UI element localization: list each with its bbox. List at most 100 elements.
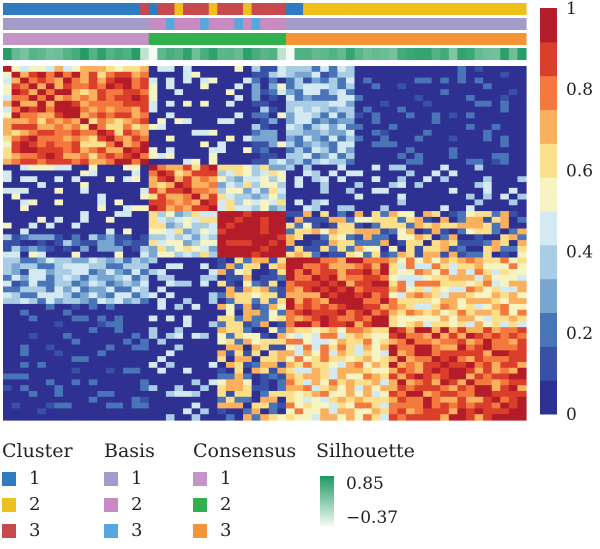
heatmap-cell <box>431 153 441 160</box>
heatmap-cell <box>80 274 90 282</box>
heatmap-cell <box>431 228 441 235</box>
consensus-track-cell <box>225 33 236 45</box>
heatmap-cell <box>371 390 381 398</box>
heatmap-cell <box>88 332 98 340</box>
heatmap-cell <box>208 356 218 363</box>
colorbar-segment <box>540 8 557 43</box>
heatmap-cell <box>28 298 38 305</box>
heatmap-cell <box>380 170 390 177</box>
heatmap-cell <box>251 414 261 421</box>
heatmap-cell <box>500 135 510 143</box>
heatmap-cell <box>431 356 441 363</box>
heatmap-cell <box>20 274 30 282</box>
heatmap-cell <box>140 118 150 125</box>
heatmap-cell <box>380 124 390 131</box>
heatmap-cell <box>508 153 519 160</box>
heatmap-cell <box>148 315 158 322</box>
heatmap-cell <box>217 245 227 253</box>
heatmap-cell <box>294 129 304 137</box>
heatmap-cell <box>508 83 519 90</box>
heatmap-cell <box>45 280 56 288</box>
heatmap-cell <box>28 164 38 172</box>
heatmap-cell <box>131 193 141 201</box>
heatmap-cell <box>183 402 193 409</box>
heatmap-cell <box>28 100 38 108</box>
heatmap-cell <box>97 361 107 369</box>
heatmap-cell <box>234 176 244 183</box>
heatmap-cell <box>268 153 278 160</box>
heatmap-cell <box>71 193 81 201</box>
heatmap-cell <box>165 170 176 177</box>
heatmap-cell <box>140 408 150 415</box>
heatmap-cell <box>217 414 227 421</box>
heatmap-cell <box>465 344 476 351</box>
heatmap-cell <box>371 344 381 351</box>
heatmap-cell <box>285 332 296 340</box>
heatmap-cell <box>388 379 398 386</box>
heatmap-cell <box>71 402 81 409</box>
heatmap-cell <box>208 205 218 212</box>
heatmap-cell <box>457 193 467 201</box>
heatmap-cell <box>80 303 90 311</box>
silhouette-track-cell <box>440 48 450 60</box>
heatmap-cell <box>431 350 441 357</box>
heatmap-cell <box>208 385 218 392</box>
heatmap-cell <box>320 164 330 172</box>
heatmap-cell <box>71 141 81 148</box>
heatmap-cell <box>191 402 201 409</box>
heatmap-cell <box>174 263 184 270</box>
heatmap-cell <box>114 257 124 264</box>
heatmap-cell <box>363 263 373 270</box>
heatmap-cell <box>397 124 407 131</box>
heatmap-cell <box>465 274 476 282</box>
heatmap-cell <box>345 263 356 270</box>
silhouette-track-cell <box>105 48 116 60</box>
heatmap-cell <box>328 292 338 299</box>
heatmap-cell <box>457 385 467 392</box>
heatmap-cell <box>268 321 278 328</box>
heatmap-cell <box>11 402 21 409</box>
heatmap-cell <box>123 182 133 189</box>
heatmap-cell <box>345 216 356 224</box>
heatmap-cell <box>37 100 47 108</box>
heatmap-cell <box>337 112 347 119</box>
cluster-track-cell <box>71 3 81 15</box>
heatmap-cell <box>388 274 398 282</box>
heatmap-cell <box>80 95 90 102</box>
heatmap-cell <box>474 71 484 79</box>
heatmap-cell <box>234 205 244 212</box>
heatmap-cell <box>414 158 424 166</box>
heatmap-cell <box>500 170 510 177</box>
heatmap-cell <box>414 153 424 160</box>
heatmap-cell <box>140 222 150 230</box>
heatmap-cell <box>440 344 450 351</box>
heatmap-cell <box>3 211 13 218</box>
heatmap-cell <box>474 350 484 357</box>
heatmap-cell <box>380 344 390 351</box>
heatmap-cell <box>63 124 73 131</box>
heatmap-cell <box>37 228 47 235</box>
heatmap-cell <box>148 112 158 119</box>
heatmap-cell <box>260 112 270 119</box>
heatmap-cell <box>354 396 364 404</box>
silhouette-track-cell <box>268 48 278 60</box>
heatmap-cell <box>260 257 270 264</box>
heatmap-cell <box>80 158 90 166</box>
heatmap-cell <box>123 298 133 305</box>
heatmap-cell <box>63 414 73 421</box>
heatmap-cell <box>234 216 244 224</box>
heatmap-cell <box>251 332 261 340</box>
heatmap-cell <box>97 402 107 409</box>
heatmap-cell <box>71 298 81 305</box>
heatmap-cell <box>285 211 296 218</box>
heatmap-cell <box>448 292 459 299</box>
heatmap-cell <box>63 129 73 137</box>
heatmap-cell <box>97 205 107 212</box>
heatmap-cell <box>371 263 381 270</box>
heatmap-cell <box>268 77 278 85</box>
heatmap-cell <box>37 216 47 224</box>
heatmap-cell <box>294 222 304 230</box>
heatmap-cell <box>208 147 218 154</box>
heatmap-cell <box>500 309 510 317</box>
heatmap-cell <box>97 222 107 230</box>
